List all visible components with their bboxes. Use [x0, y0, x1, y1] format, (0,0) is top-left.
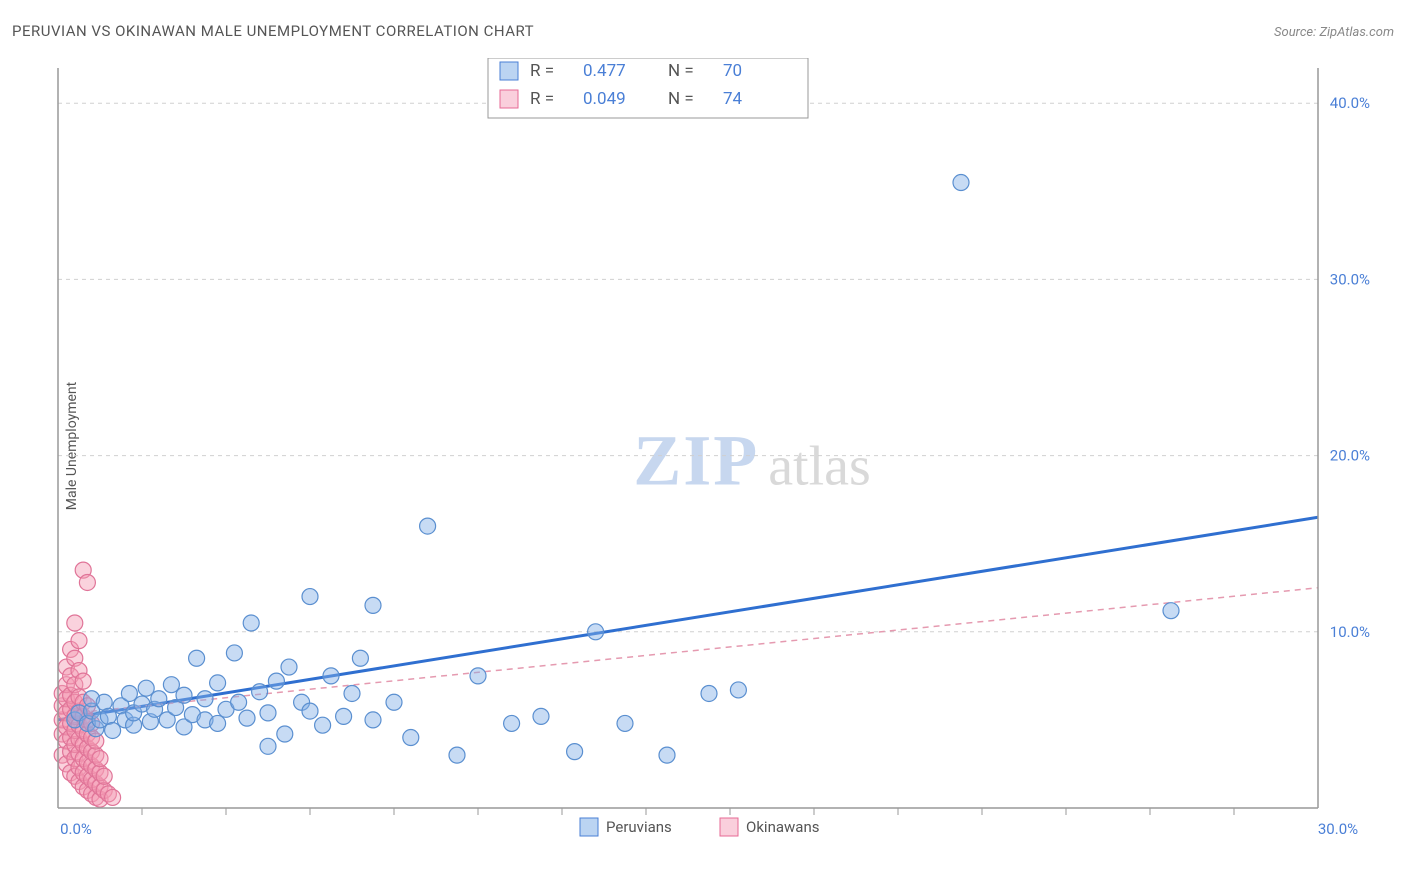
data-point: [92, 751, 108, 767]
data-point: [504, 715, 520, 731]
data-point: [567, 744, 583, 760]
data-point: [210, 675, 226, 691]
stats-r-value: 0.049: [583, 89, 626, 109]
legend-swatch: [720, 818, 738, 836]
x-tick-label: 0.0%: [60, 820, 92, 838]
data-point: [701, 685, 717, 701]
data-point: [659, 747, 675, 763]
stats-r-label: R =: [530, 89, 554, 109]
data-point: [79, 574, 95, 590]
data-point: [260, 738, 276, 754]
stats-n-label: N =: [668, 61, 694, 81]
data-point: [96, 768, 112, 784]
data-point: [176, 687, 192, 703]
data-point: [96, 694, 112, 710]
data-point: [617, 715, 633, 731]
watermark-light: atlas: [768, 436, 871, 498]
legend-label: Okinawans: [746, 818, 819, 836]
data-point: [386, 694, 402, 710]
data-point: [344, 685, 360, 701]
data-point: [210, 715, 226, 731]
y-tick-label: 20.0%: [1330, 447, 1370, 465]
y-tick-label: 30.0%: [1330, 270, 1370, 288]
data-point: [365, 712, 381, 728]
plot-area: ZIPatlas 10.0% 20.0% 30.0% 40.0% 0.0% 30.0% R =…: [48, 58, 1378, 848]
data-point: [302, 589, 318, 605]
data-point: [588, 624, 604, 640]
data-point: [352, 650, 368, 666]
data-point: [243, 615, 259, 631]
data-point: [1163, 603, 1179, 619]
data-point: [67, 615, 83, 631]
data-point: [277, 726, 293, 742]
data-point: [403, 730, 419, 746]
legend-label: Peruvians: [606, 818, 672, 836]
data-point: [239, 710, 255, 726]
chart-source: Source: ZipAtlas.com: [1274, 25, 1394, 40]
data-point: [449, 747, 465, 763]
stats-r-value: 0.477: [583, 61, 626, 81]
stats-swatch: [500, 62, 518, 80]
data-point: [268, 673, 284, 689]
data-point: [189, 650, 205, 666]
y-tick-label: 40.0%: [1330, 94, 1370, 112]
data-point: [302, 703, 318, 719]
trend-line: [58, 588, 1318, 715]
data-point: [323, 668, 339, 684]
data-point: [336, 708, 352, 724]
stats-n-label: N =: [668, 89, 694, 109]
legend-swatch: [580, 818, 598, 836]
stats-n-value: 70: [723, 61, 742, 81]
data-point: [365, 597, 381, 613]
stats-n-value: 74: [723, 89, 743, 109]
data-point: [420, 518, 436, 534]
data-point: [470, 668, 486, 684]
data-point: [197, 691, 213, 707]
y-tick-label: 10.0%: [1330, 623, 1370, 641]
data-point: [953, 175, 969, 191]
stats-r-label: R =: [530, 61, 554, 81]
data-point: [281, 659, 297, 675]
data-point: [226, 645, 242, 661]
data-point: [252, 684, 268, 700]
data-point: [231, 694, 247, 710]
stats-swatch: [500, 90, 518, 108]
x-tick-label: 30.0%: [1318, 820, 1358, 838]
data-point: [260, 705, 276, 721]
data-point: [730, 682, 746, 698]
data-point: [75, 673, 91, 689]
watermark-bold: ZIP: [633, 421, 759, 501]
data-point: [151, 691, 167, 707]
data-point: [315, 717, 331, 733]
data-point: [105, 789, 121, 805]
chart-title: PERUVIAN VS OKINAWAN MALE UNEMPLOYMENT C…: [12, 22, 534, 40]
data-point: [533, 708, 549, 724]
data-point: [71, 633, 87, 649]
